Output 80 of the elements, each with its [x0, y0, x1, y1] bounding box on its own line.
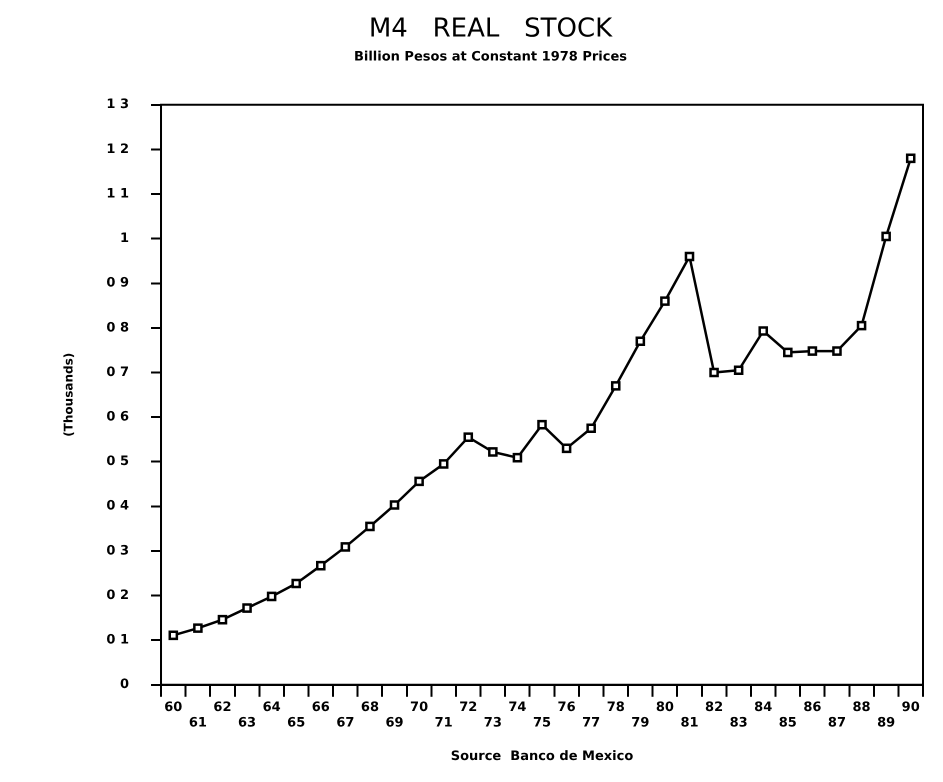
point [512, 452, 522, 462]
point [390, 500, 400, 510]
y-tick-label: 0 6 [106, 409, 130, 424]
y-tick-label: 0 9 [106, 276, 130, 291]
y-tick-label: 0 [120, 677, 130, 692]
x-tick-label: 89 [877, 716, 896, 731]
point [906, 154, 916, 164]
point [168, 630, 178, 640]
point [832, 346, 842, 356]
x-tick-label: 73 [484, 716, 502, 731]
point [783, 348, 793, 358]
x-tick-label: 75 [532, 716, 552, 731]
x-tick-label: 65 [287, 716, 306, 731]
y-axis-title: (Thousands) [61, 352, 76, 437]
x-tick-label: 82 [705, 700, 724, 715]
y-tick-label: 0 5 [106, 454, 130, 470]
y-tick-label: 0 2 [106, 588, 130, 603]
point [218, 614, 228, 624]
point [684, 252, 694, 262]
point [438, 459, 448, 469]
x-tick-label: 61 [188, 716, 207, 731]
x-tick-label: 83 [730, 716, 748, 731]
point [414, 476, 424, 486]
x-tick-label: 81 [680, 716, 699, 731]
x-tick-label: 60 [164, 700, 182, 715]
x-tick-label: 77 [582, 716, 600, 731]
x-tick-label: 64 [262, 700, 281, 715]
x-tick-label: 72 [459, 700, 478, 715]
y-tick-label: 0 1 [106, 632, 130, 648]
x-tick-label: 80 [656, 700, 674, 715]
chart-subtitle: Billion Pesos at Constant 1978 Prices [354, 49, 628, 64]
x-tick-label: 74 [508, 700, 526, 715]
point [463, 432, 474, 442]
x-tick-label: 66 [312, 700, 330, 715]
x-tick-label: 87 [828, 716, 846, 731]
point [488, 447, 498, 457]
x-tick-label: 62 [213, 700, 232, 715]
y-tick-label: 1 2 [106, 142, 130, 157]
point [586, 423, 596, 434]
x-tick-label: 76 [558, 700, 576, 715]
y-tick-label: 1 1 [106, 186, 130, 202]
x-tick-label: 63 [238, 716, 256, 731]
point [734, 365, 744, 376]
point [242, 603, 252, 613]
point [537, 420, 547, 430]
point [709, 368, 719, 378]
x-tick-label: 86 [803, 700, 822, 715]
x-tick-label: 67 [336, 716, 354, 731]
point [365, 522, 375, 532]
x-tick-label: 79 [631, 716, 650, 731]
point [636, 336, 646, 346]
point [193, 623, 203, 633]
y-tick-label: 0 7 [106, 364, 130, 380]
point [856, 320, 866, 330]
x-tick-label: 88 [852, 700, 871, 715]
y-tick-label: 0 3 [106, 543, 130, 558]
x-tick-label: 68 [360, 700, 379, 715]
point [758, 326, 768, 336]
point [266, 592, 276, 602]
point [316, 560, 326, 570]
x-tick-label: 78 [606, 700, 625, 715]
chart-title: M4 REAL STOCK [368, 13, 614, 44]
point [610, 381, 621, 391]
x-tick-label: 71 [434, 716, 453, 731]
y-tick-label: 0 4 [106, 498, 130, 514]
source-note: Source Banco de Mexico [450, 749, 634, 764]
point [562, 444, 572, 454]
point [660, 296, 670, 306]
point [881, 232, 891, 242]
point [808, 346, 818, 356]
y-tick-label: 1 [120, 231, 130, 246]
point [340, 542, 350, 552]
x-tick-label: 70 [410, 700, 428, 715]
x-tick-label: 69 [385, 716, 404, 731]
x-tick-label: 84 [754, 700, 772, 715]
point [291, 578, 301, 588]
y-tick-label: 0 8 [106, 320, 130, 336]
y-tick-label: 1 3 [106, 97, 130, 112]
x-tick-label: 90 [902, 700, 920, 715]
x-tick-label: 85 [778, 716, 797, 731]
